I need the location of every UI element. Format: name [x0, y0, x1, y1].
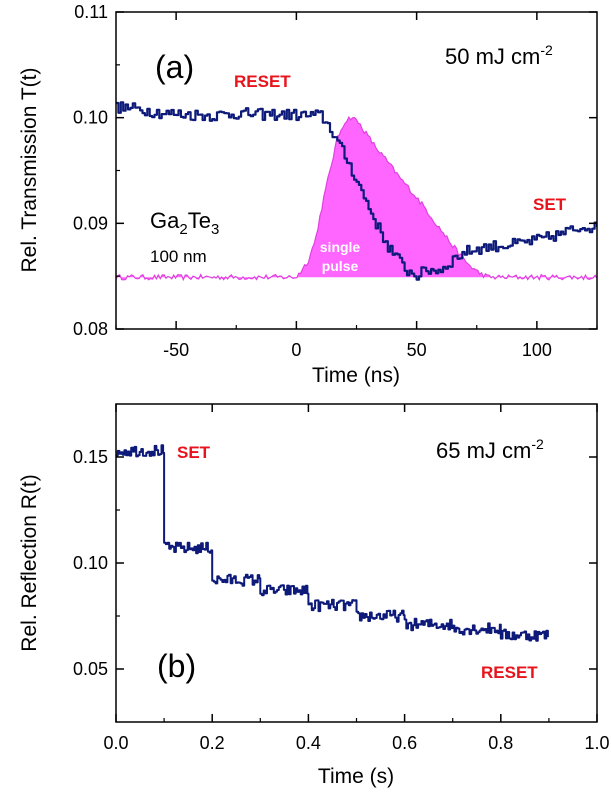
fluence-text-a: 50 mJ cm	[445, 44, 540, 69]
pulse-label-line1: single	[320, 239, 361, 255]
y-tick-label-a: 0.11	[74, 2, 108, 22]
y-tick-label-b: 0.05	[73, 659, 108, 679]
material-ga: Ga	[150, 208, 180, 233]
reset-annotation-b: RESET	[481, 663, 538, 682]
set-annotation-b: SET	[177, 443, 211, 462]
material-sub2: 3	[211, 221, 219, 238]
fluence-exponent-a: -2	[540, 42, 553, 58]
x-tick-label-b: 0.2	[200, 733, 225, 753]
reflection-layer	[116, 444, 549, 642]
fluence-label-b: 65 mJ cm-2	[436, 436, 544, 463]
panel-label-b: (b)	[157, 648, 196, 684]
pulse-layer	[116, 116, 597, 282]
x-axis-label-b: Time (s)	[318, 765, 394, 788]
y-axis-label-a: Rel. Transmission T(t)	[18, 68, 41, 273]
transmission-layer	[116, 101, 597, 281]
x-axis-label-a: Time (ns)	[312, 364, 400, 387]
fluence-text-b: 65 mJ cm	[436, 438, 531, 463]
x-tick-label-a: 100	[522, 340, 552, 360]
y-tick-label-a: 0.10	[73, 108, 108, 128]
x-tick-label-b: 0.8	[488, 733, 513, 753]
x-tick-label-b: 0.6	[392, 733, 417, 753]
fluence-label-a: 50 mJ cm-2	[445, 42, 553, 69]
x-tick-label-b: 0.4	[296, 733, 321, 753]
panel-a: -50 0 50 100 0.08 0.09 0.10 0.11 (a) 50 mJ cm-2…	[18, 2, 598, 387]
x-tick-label-a: 50	[407, 340, 427, 360]
ticks-b: 0.0 0.2 0.4 0.6 0.8 1.0 0.05 0.10 0.15	[73, 404, 610, 753]
x-tick-label-a: 0	[291, 340, 301, 360]
y-tick-label-a: 0.09	[73, 213, 108, 233]
panel-b: 0.0 0.2 0.4 0.6 0.8 1.0 0.05 0.10 0.15 (b) 65 mJ…	[18, 403, 610, 788]
y-tick-label-b: 0.15	[73, 447, 108, 467]
thickness-label: 100 nm	[150, 247, 207, 266]
y-tick-label-b: 0.10	[73, 553, 108, 573]
fluence-exponent-b: -2	[531, 436, 544, 452]
pulse-label-line2: pulse	[322, 258, 359, 274]
reflection-line	[116, 444, 549, 642]
transmission-line	[116, 101, 597, 281]
material-te: Te	[188, 208, 211, 233]
reset-annotation-a: RESET	[234, 72, 291, 91]
ticks-a: -50 0 50 100 0.08 0.09 0.10 0.11	[73, 2, 598, 360]
x-tick-label-b: 0.0	[103, 733, 128, 753]
material-sub1: 2	[179, 221, 187, 238]
x-tick-label-b: 1.0	[584, 733, 609, 753]
pulse-outline	[116, 116, 597, 282]
material-label: Ga2Te3	[150, 208, 219, 238]
y-tick-label-a: 0.08	[73, 319, 108, 339]
pulse-area	[116, 117, 597, 280]
set-annotation-a: SET	[533, 195, 567, 214]
panel-label-a: (a)	[155, 49, 194, 85]
y-axis-label-b: Rel. Reflection R(t)	[18, 474, 41, 651]
x-tick-label-a: -50	[163, 340, 189, 360]
